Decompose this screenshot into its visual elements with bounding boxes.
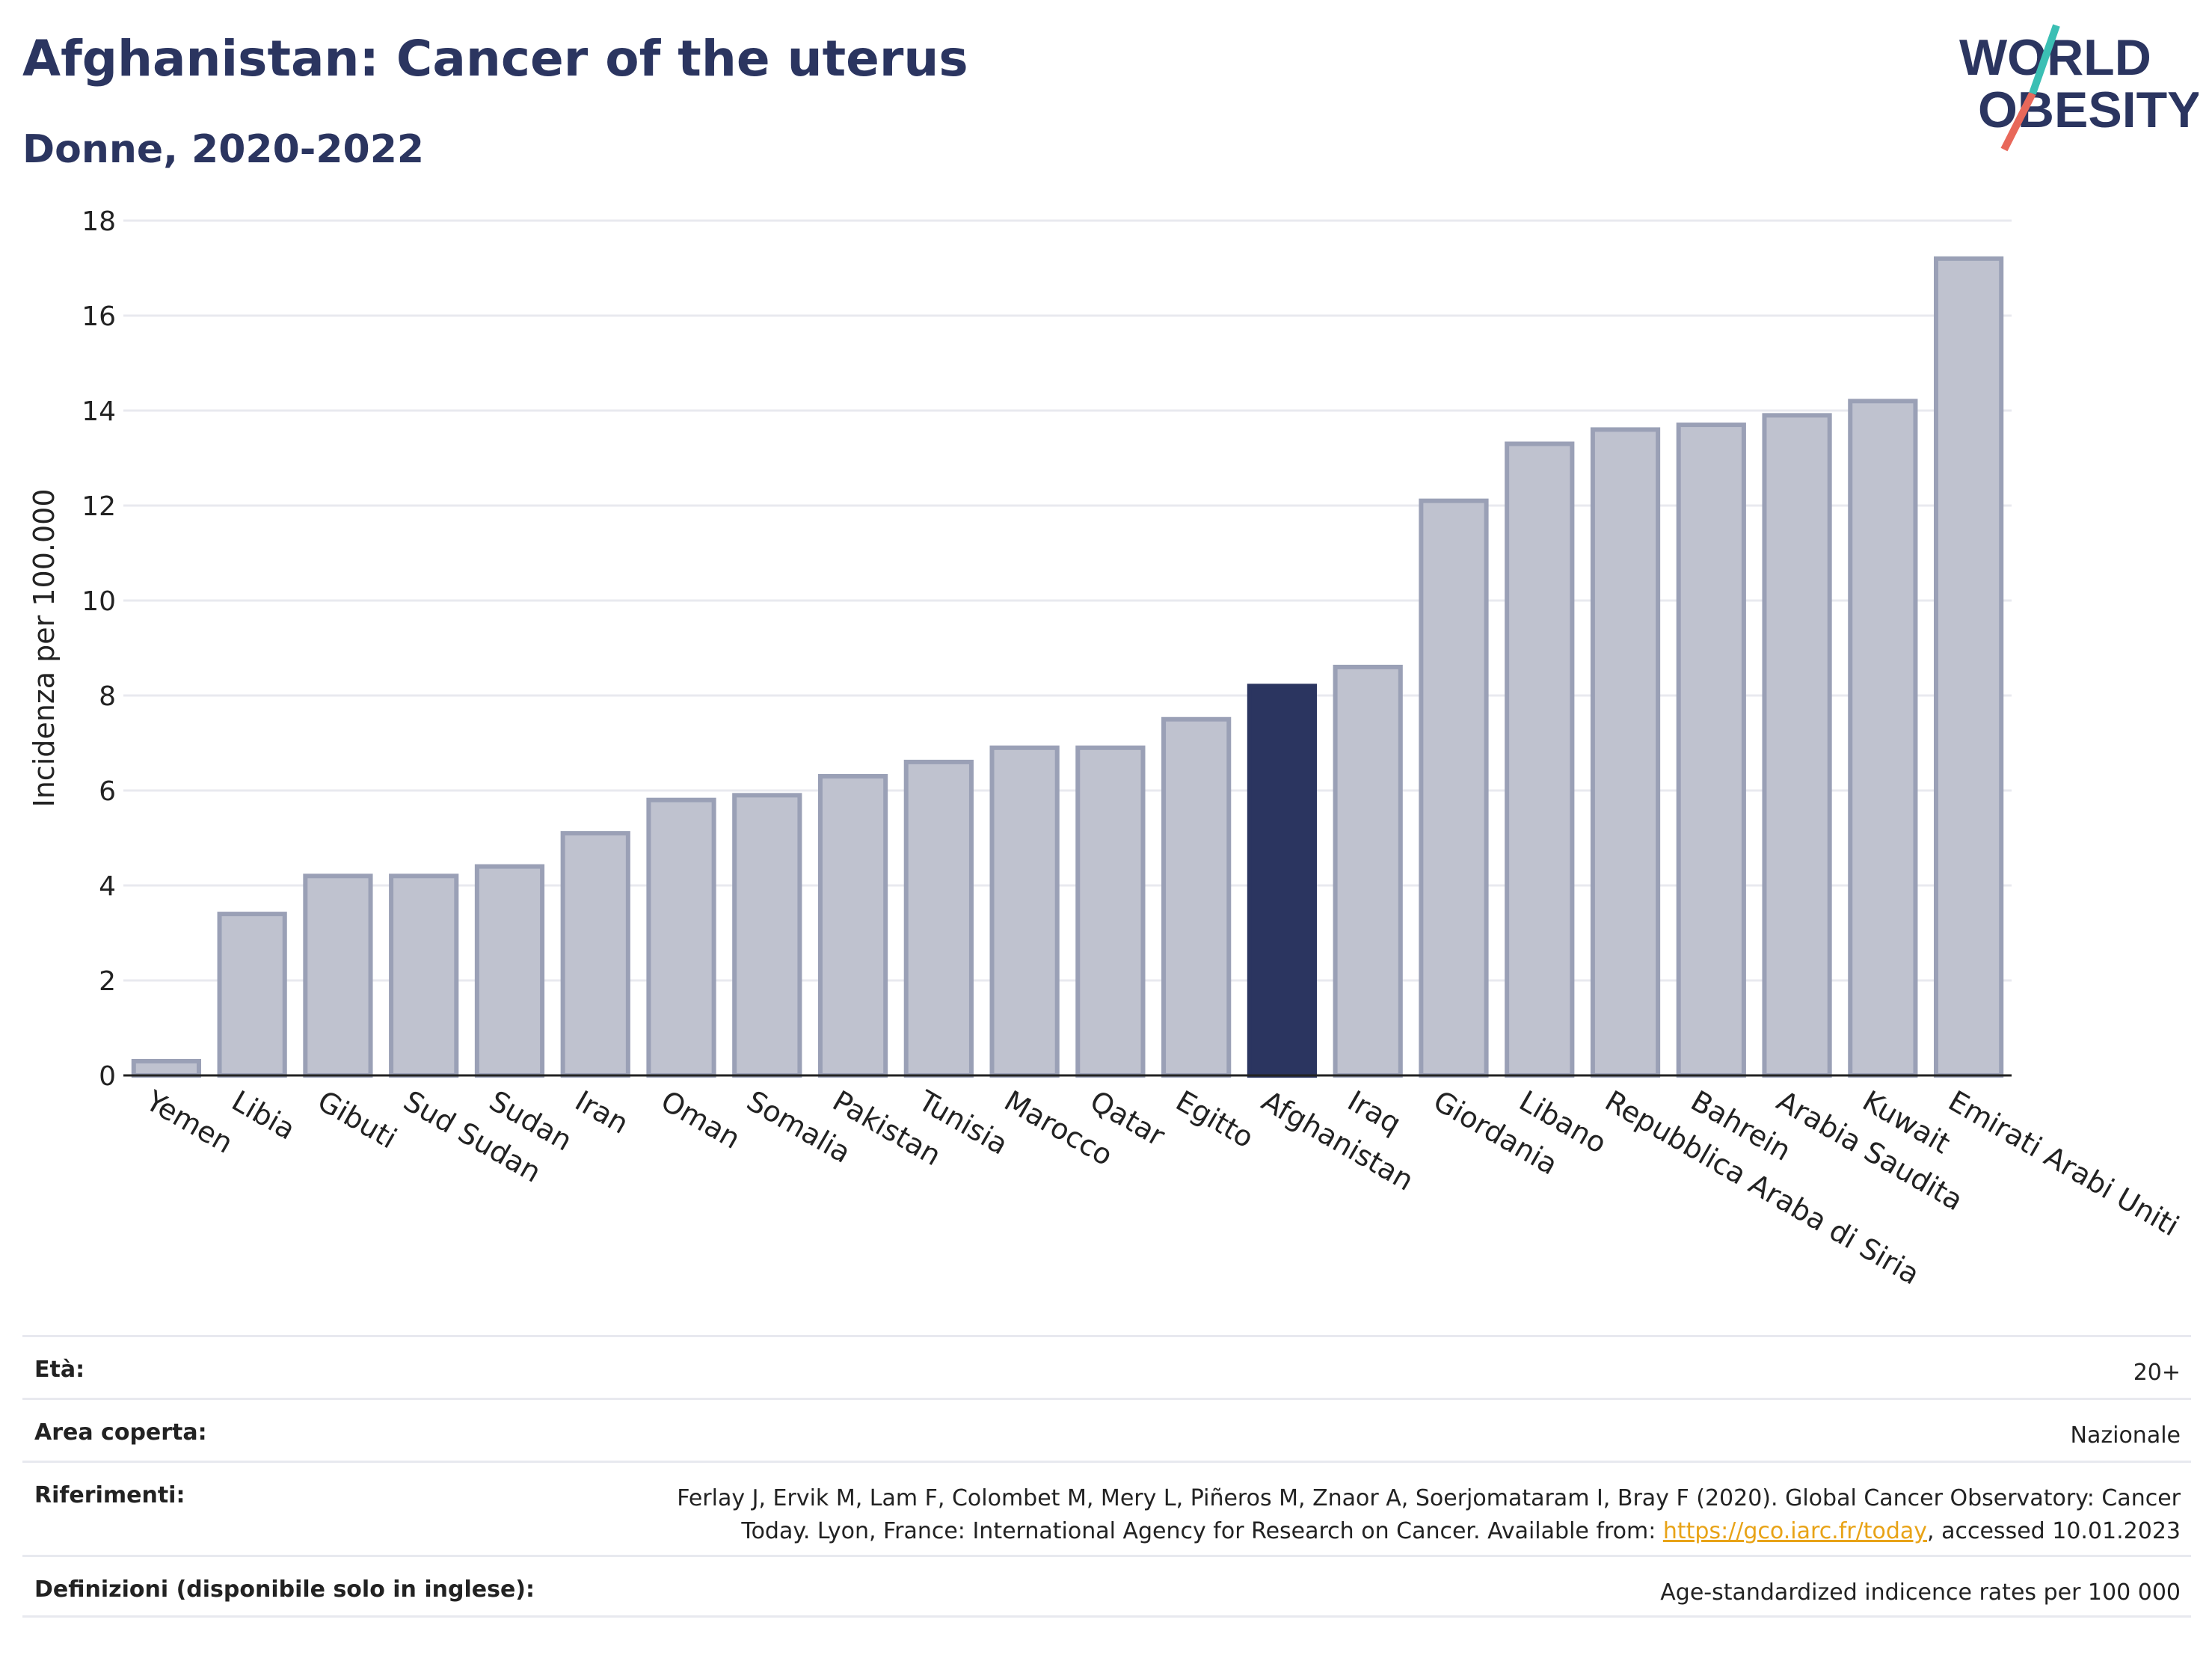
meta-area-label: Area coperta: bbox=[34, 1419, 207, 1446]
bar-iran[interactable] bbox=[560, 831, 630, 1078]
bars bbox=[131, 256, 2004, 1078]
y-tick-label: 12 bbox=[82, 491, 116, 522]
chart-subtitle: Donne, 2020-2022 bbox=[22, 127, 425, 172]
meta-definitions-value: Age-standardized indicence rates per 100… bbox=[1660, 1579, 2181, 1606]
y-tick-label: 16 bbox=[82, 301, 116, 332]
reference-line-2a: Today. Lyon, France: International Agenc… bbox=[741, 1518, 1663, 1544]
logo-slash-teal bbox=[2029, 24, 2060, 95]
bar-egitto[interactable] bbox=[1161, 716, 1232, 1078]
bar-libia[interactable] bbox=[217, 912, 287, 1078]
meta-definitions-label: Definizioni (disponibile solo in inglese… bbox=[34, 1576, 535, 1603]
y-tick-label: 14 bbox=[82, 396, 116, 427]
meta-row-definitions: Definizioni (disponibile solo in inglese… bbox=[22, 1555, 2191, 1618]
x-tick-label: Afghanistan bbox=[1256, 1084, 1419, 1197]
bar-giordania[interactable] bbox=[1419, 498, 1489, 1078]
logo-slash-red bbox=[2000, 91, 2036, 152]
x-tick-label: Oman bbox=[656, 1084, 746, 1155]
bar-somalia[interactable] bbox=[732, 793, 802, 1078]
bar-bahrein[interactable] bbox=[1676, 423, 1746, 1078]
y-tick-label: 4 bbox=[99, 871, 116, 902]
x-tick-label: Libia bbox=[227, 1084, 301, 1146]
y-tick-label: 0 bbox=[99, 1061, 116, 1092]
reference-line-1: Ferlay J, Ervik M, Lam F, Colombet M, Me… bbox=[677, 1485, 2181, 1511]
bar-afghanistan[interactable] bbox=[1247, 684, 1318, 1078]
bar-qatar[interactable] bbox=[1075, 745, 1146, 1078]
bar-repubblica-araba-di-siria[interactable] bbox=[1590, 427, 1661, 1078]
bar-kuwait[interactable] bbox=[1848, 399, 1918, 1078]
bar-yemen[interactable] bbox=[131, 1058, 201, 1078]
meta-references-value: Ferlay J, Ervik M, Lam F, Colombet M, Me… bbox=[677, 1482, 2181, 1548]
x-tick-label: Egitto bbox=[1170, 1084, 1259, 1155]
x-tick-label: Gibuti bbox=[312, 1084, 402, 1155]
x-tick-label: Emirati Arabi Uniti bbox=[1943, 1084, 2184, 1243]
meta-row-area: Area coperta: Nazionale bbox=[22, 1398, 2191, 1461]
bar-tunisia[interactable] bbox=[903, 759, 974, 1078]
bar-sud-sudan[interactable] bbox=[389, 873, 459, 1078]
meta-age-label: Età: bbox=[34, 1357, 85, 1383]
y-axis-label: Incidenza per 100.000 bbox=[28, 489, 61, 808]
bar-gibuti[interactable] bbox=[303, 873, 373, 1078]
y-tick-labels: 0 2 4 6 8 10 12 14 16 18 bbox=[82, 206, 116, 1092]
reference-link[interactable]: https://gco.iarc.fr/today bbox=[1662, 1518, 1928, 1544]
x-tick-label: Iran bbox=[570, 1084, 634, 1140]
bar-iraq[interactable] bbox=[1333, 664, 1403, 1078]
bar-oman[interactable] bbox=[646, 797, 716, 1078]
meta-row-references: Riferimenti: Ferlay J, Ervik M, Lam F, C… bbox=[22, 1461, 2191, 1555]
meta-area-value: Nazionale bbox=[2070, 1422, 2181, 1449]
y-tick-label: 6 bbox=[99, 776, 116, 807]
world-obesity-logo: WORLD OBESITY bbox=[1959, 24, 2199, 152]
y-tick-label: 18 bbox=[82, 206, 116, 237]
metadata-table: Età: 20+ Area coperta: Nazionale Riferim… bbox=[22, 1335, 2191, 1618]
meta-references-label: Riferimenti: bbox=[34, 1482, 185, 1508]
bar-sudan[interactable] bbox=[474, 864, 545, 1078]
bar-emirati-arabi-uniti[interactable] bbox=[1934, 256, 2004, 1078]
y-tick-label: 10 bbox=[82, 586, 116, 617]
y-tick-label: 8 bbox=[99, 681, 116, 712]
bar-pakistan[interactable] bbox=[817, 773, 888, 1078]
bar-libano[interactable] bbox=[1505, 441, 1575, 1078]
meta-age-value: 20+ bbox=[2133, 1360, 2181, 1386]
bar-marocco[interactable] bbox=[989, 745, 1060, 1078]
x-tick-label: Yemen bbox=[140, 1084, 239, 1160]
y-tick-label: 2 bbox=[99, 966, 116, 997]
bar-arabia-saudita[interactable] bbox=[1762, 413, 1832, 1078]
reference-line-2b: , accessed 10.01.2023 bbox=[1927, 1518, 2181, 1544]
meta-row-age: Età: 20+ bbox=[22, 1335, 2191, 1398]
chart-title: Afghanistan: Cancer of the uterus bbox=[22, 30, 968, 87]
